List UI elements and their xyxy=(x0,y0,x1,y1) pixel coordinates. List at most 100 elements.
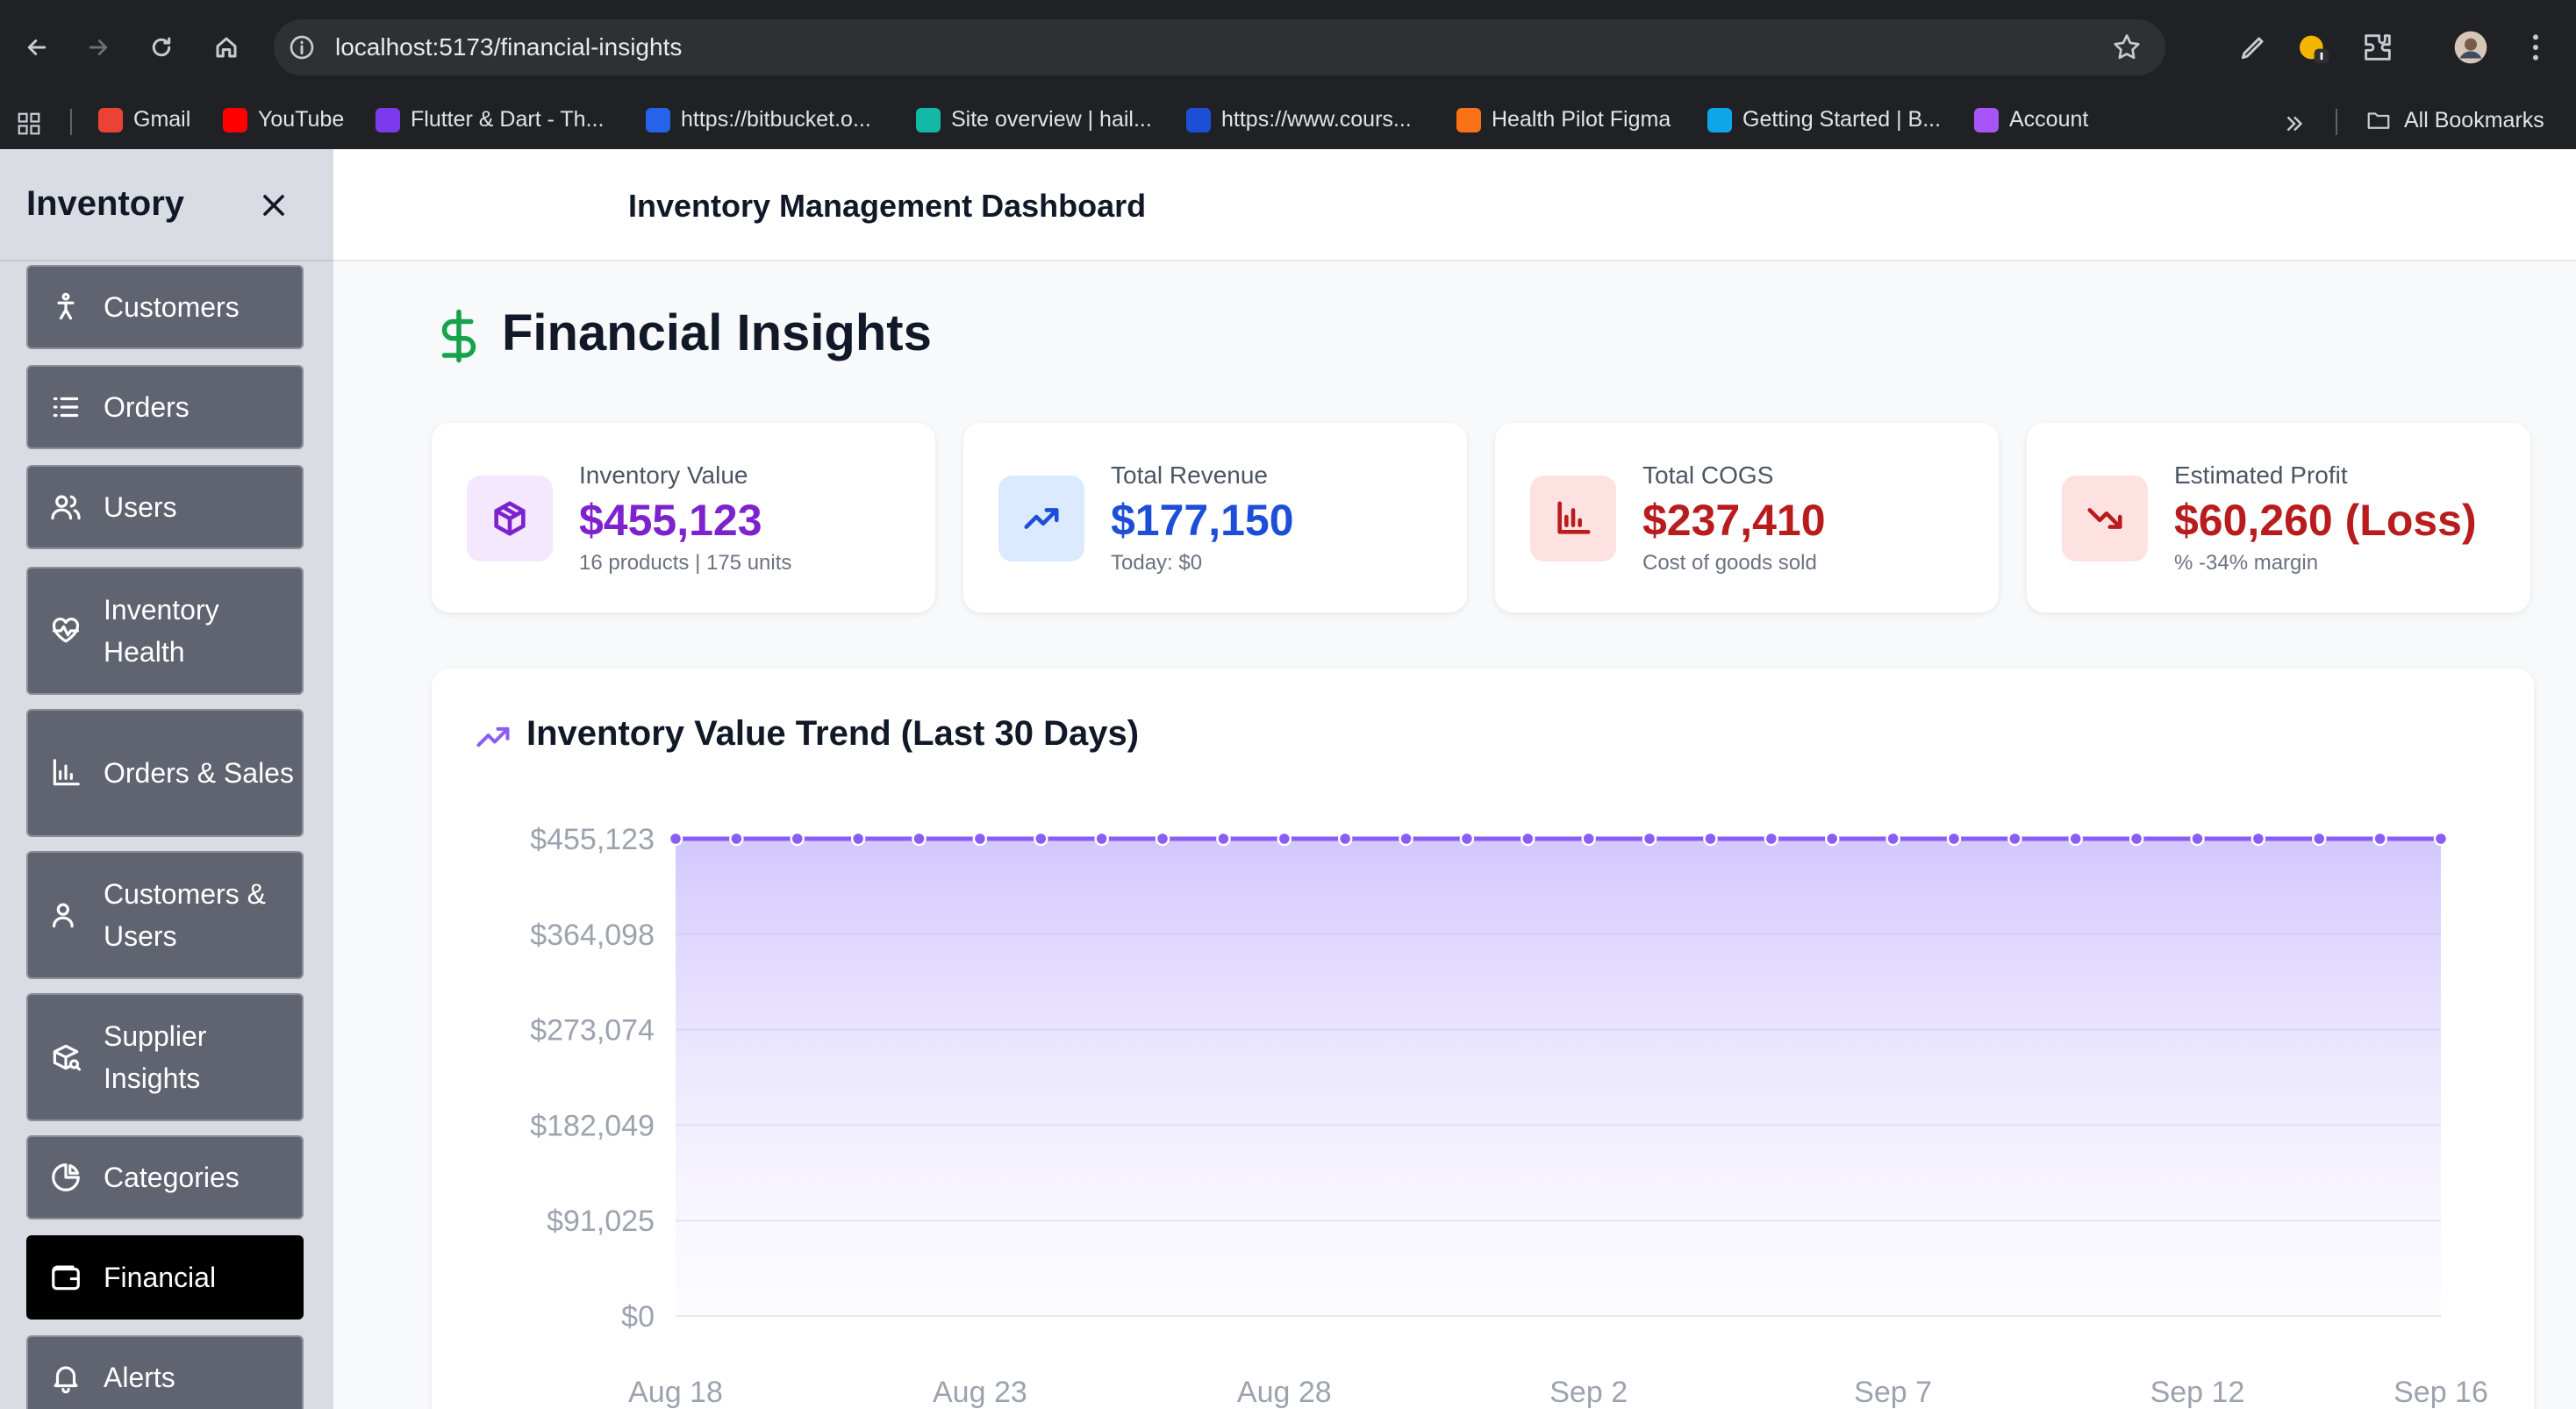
sidebar-item-categories[interactable]: Categories xyxy=(26,1135,304,1219)
bookmark-item[interactable]: YouTube xyxy=(223,107,344,132)
data-point xyxy=(2433,831,2449,847)
stat-value: $177,150 xyxy=(1111,496,1294,545)
bookmark-item[interactable]: Site overview | hail... xyxy=(916,107,1152,132)
sidebar-item-orders-sales[interactable]: Orders & Sales xyxy=(26,709,304,837)
stat-subtext: Cost of goods sold xyxy=(1642,551,1817,575)
apps-grid-icon[interactable] xyxy=(16,111,42,137)
extensions-puzzle-icon[interactable] xyxy=(2360,30,2395,65)
sidebar-item-label: Financial xyxy=(104,1262,217,1293)
url-text[interactable]: localhost:5173/financial-insights xyxy=(335,33,683,61)
sidebar-item-inventory-health[interactable]: Inventory Health xyxy=(26,567,304,695)
more-bookmarks-icon[interactable] xyxy=(2281,111,2308,137)
stat-subtext: % -34% margin xyxy=(2174,551,2319,575)
forward-icon[interactable] xyxy=(81,30,116,65)
sidebar-item-customers[interactable]: Customers xyxy=(26,265,304,349)
stat-value: $60,260 (Loss) xyxy=(2174,496,2477,545)
chart-title: Inventory Value Trend (Last 30 Days) xyxy=(526,714,1140,753)
heart-pulse-icon xyxy=(49,614,82,647)
reload-icon[interactable] xyxy=(144,30,179,65)
data-point xyxy=(1824,831,1840,847)
bookmark-label: Health Pilot Figma xyxy=(1492,107,1671,132)
sidebar-item-customers-users[interactable]: Customers & Users xyxy=(26,851,304,979)
sidebar-item-alerts[interactable]: Alerts xyxy=(26,1335,304,1409)
bookmark-item[interactable]: Gmail xyxy=(98,107,190,132)
all-bookmarks-button[interactable]: All Bookmarks xyxy=(2364,107,2544,133)
sidebar-header: Inventory xyxy=(0,149,333,261)
data-point xyxy=(1459,831,1475,847)
pen-extension-icon[interactable] xyxy=(2236,30,2271,65)
back-icon[interactable] xyxy=(19,30,54,65)
user-group-icon xyxy=(49,898,82,932)
stat-label: Total COGS xyxy=(1642,461,1774,489)
bookmark-item[interactable]: Account xyxy=(1974,107,2088,132)
bookmark-favicon-icon xyxy=(1707,107,1732,132)
sidebar-item-label: Alerts xyxy=(104,1362,175,1393)
users-icon xyxy=(49,490,82,524)
package-search-icon xyxy=(49,1041,82,1074)
bookmark-favicon-icon xyxy=(98,107,123,132)
bookmark-favicon-icon xyxy=(1456,107,1481,132)
x-tick-label: Sep 2 xyxy=(1549,1376,1628,1409)
x-tick-label: Sep 12 xyxy=(2150,1376,2245,1409)
x-tick-label: Aug 28 xyxy=(1237,1376,1332,1409)
stat-label: Total Revenue xyxy=(1111,461,1269,489)
bookmark-item[interactable]: https://bitbucket.o... xyxy=(646,107,871,132)
sidebar-item-label: Categories xyxy=(104,1162,240,1193)
bookmark-item[interactable]: Flutter & Dart - Th... xyxy=(376,107,604,132)
bookmark-item[interactable]: Health Pilot Figma xyxy=(1456,107,1671,132)
data-point xyxy=(1703,831,1718,847)
sidebar-item-orders[interactable]: Orders xyxy=(26,365,304,449)
stat-card-total-cogs: Total COGS $237,410 Cost of goods sold xyxy=(1495,423,1999,612)
data-point xyxy=(668,831,683,847)
bookmark-item[interactable]: Getting Started | B... xyxy=(1707,107,1941,132)
extension-badge-icon[interactable] xyxy=(2295,30,2330,65)
bookmarks-bar: Gmail YouTube Flutter & Dart - Th... https:… xyxy=(0,95,2576,149)
all-bookmarks-label: All Bookmarks xyxy=(2404,107,2544,132)
close-icon[interactable] xyxy=(256,188,291,223)
data-point xyxy=(850,831,866,847)
stat-subtext: Today: $0 xyxy=(1111,551,1203,575)
y-tick-label: $273,074 xyxy=(530,1014,655,1048)
sidebar-item-label: Customers & Users xyxy=(104,878,266,952)
data-point xyxy=(1399,831,1413,847)
stat-card-inventory-value: Inventory Value $455,123 16 products | 175… xyxy=(432,423,935,612)
bookmark-favicon-icon xyxy=(1974,107,1999,132)
data-point xyxy=(912,831,927,847)
dollar-sign-icon xyxy=(441,309,476,363)
stat-card-total-revenue: Total Revenue $177,150 Today: $0 xyxy=(963,423,1467,612)
sidebar-item-supplier-insights[interactable]: Supplier Insights xyxy=(26,993,304,1121)
trending-up-icon xyxy=(998,476,1084,561)
bookmark-label: https://www.cours... xyxy=(1221,107,1412,132)
browser-toolbar: localhost:5173/financial-insights xyxy=(0,0,2576,95)
sidebar-item-label: Orders xyxy=(104,391,190,423)
x-tick-label: Aug 23 xyxy=(933,1376,1027,1409)
home-icon[interactable] xyxy=(209,30,244,65)
x-tick-label: Sep 16 xyxy=(2394,1376,2488,1409)
bookmark-star-icon[interactable] xyxy=(2111,32,2143,63)
sidebar-item-label: Inventory Health xyxy=(104,594,219,668)
address-bar[interactable]: localhost:5173/financial-insights xyxy=(274,19,2165,75)
sidebar-item-financial[interactable]: Financial xyxy=(26,1235,304,1320)
bookmark-label: https://bitbucket.o... xyxy=(681,107,871,132)
site-info-icon[interactable] xyxy=(288,33,316,61)
data-point xyxy=(1216,831,1231,847)
bookmark-label: Getting Started | B... xyxy=(1742,107,1942,132)
data-point xyxy=(1094,831,1109,847)
data-point xyxy=(2372,831,2387,847)
profile-avatar[interactable] xyxy=(2453,30,2488,65)
sidebar-item-label: Supplier Insights xyxy=(104,1020,207,1094)
sidebar-item-users[interactable]: Users xyxy=(26,465,304,549)
bookmark-item[interactable]: https://www.cours... xyxy=(1186,107,1412,132)
bookmark-label: Site overview | hail... xyxy=(951,107,1152,132)
bookmark-label: Account xyxy=(2009,107,2089,132)
data-point xyxy=(1946,831,1962,847)
page-title: Financial Insights xyxy=(502,304,932,361)
stat-label: Inventory Value xyxy=(579,461,748,489)
bookmarks-divider xyxy=(2336,109,2337,135)
data-point xyxy=(1885,831,1900,847)
y-tick-label: $455,123 xyxy=(530,823,655,856)
list-icon xyxy=(49,390,82,424)
data-point xyxy=(1581,831,1596,847)
inventory-value-chart[interactable]: $0 $91,025 $182,049 $273,074 $364,098 $455,12… xyxy=(432,790,2555,1409)
browser-menu-icon[interactable] xyxy=(2518,30,2553,65)
